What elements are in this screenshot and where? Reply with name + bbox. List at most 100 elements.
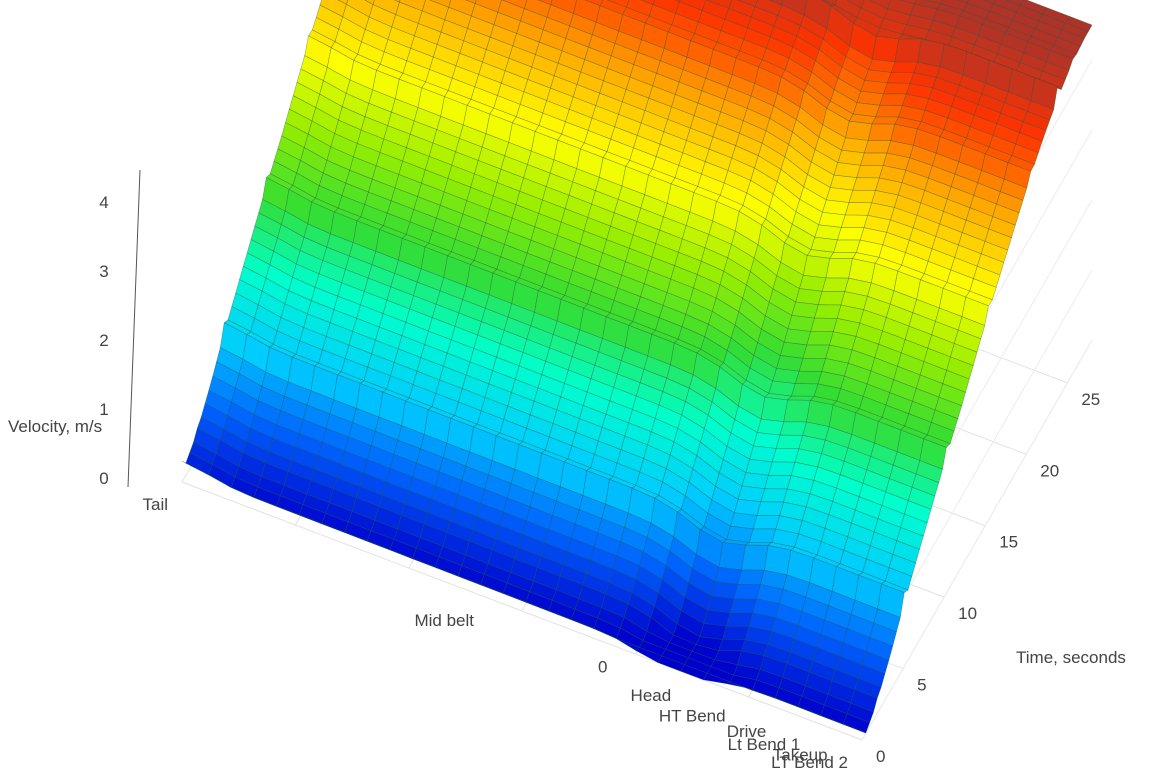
surface-cell	[848, 189, 876, 204]
surface-cell	[833, 239, 861, 253]
surface-cell	[779, 421, 807, 436]
surface-cell	[907, 486, 936, 510]
surface-cell	[1057, 29, 1085, 47]
surface-cell	[896, 527, 924, 550]
wall-gridline	[861, 339, 1093, 741]
surface-cell	[988, 216, 1016, 239]
axes: 0 1 2 3 4 0 5 10 15 20 25 Tail Mid belt Head HT BendDr…	[99, 169, 1100, 772]
surface-cell	[474, 0, 502, 13]
surface-cell	[781, 0, 808, 16]
surface-cell	[1049, 44, 1078, 60]
time-tick-label: 5	[917, 676, 926, 695]
z-axis-line	[127, 169, 141, 488]
surface-cell	[999, 178, 1028, 201]
surface-cell	[865, 637, 894, 661]
surface-cell	[956, 0, 970, 4]
surface-cell	[537, 0, 553, 6]
surface-cell	[837, 227, 865, 241]
surface-cell	[973, 265, 1001, 288]
surface-cell	[845, 120, 873, 141]
surface-cell	[679, 0, 707, 11]
surface-cell	[1061, 22, 1089, 39]
surface-cell	[756, 501, 784, 517]
surface-cell	[584, 0, 604, 7]
surface-cell	[846, 0, 865, 9]
surface-cell	[863, 140, 892, 154]
surface-cell	[904, 500, 932, 524]
z-tick-label: 3	[99, 262, 108, 281]
surface-cell	[894, 38, 922, 63]
time-tick-label: 25	[1081, 390, 1100, 409]
surface-cell	[850, 689, 878, 713]
surface-cell	[783, 399, 811, 423]
surface-cell	[760, 396, 789, 423]
surface-cell	[883, 82, 911, 95]
surface-cell	[922, 0, 943, 5]
surface-cell	[748, 528, 777, 543]
surface-cell	[718, 639, 746, 652]
surface-cell	[860, 152, 888, 166]
z-axis-title: Velocity, m/s	[8, 417, 102, 436]
time-tick-label: 10	[958, 604, 977, 623]
surface-cell	[1011, 143, 1039, 165]
surface-cell	[869, 622, 897, 647]
surface-cell	[705, 0, 733, 9]
surface-cell	[1026, 100, 1055, 121]
surface-cell	[673, 0, 681, 3]
surface-cell	[639, 0, 655, 6]
surface-cell	[786, 395, 815, 401]
surface-cell	[771, 448, 800, 463]
surface-cell	[867, 0, 892, 10]
surface-cell	[606, 0, 630, 8]
surface-cell	[733, 583, 761, 600]
surface-cell	[915, 460, 943, 484]
surface-cell	[722, 625, 750, 641]
surface-cell	[823, 0, 838, 6]
surface-cell	[763, 545, 792, 576]
belt-category-label: LT Bend 2	[771, 753, 848, 772]
surface-cell	[1022, 110, 1051, 131]
surface-cell	[802, 344, 830, 359]
surface-cell	[871, 35, 900, 63]
surface-cell	[856, 164, 884, 179]
surface-cell	[884, 567, 913, 591]
surface-cell	[1015, 132, 1043, 154]
surface-cell	[888, 553, 917, 577]
surface-cell	[900, 513, 928, 537]
surface-cell	[840, 214, 869, 229]
belt-tick-label: 0	[598, 658, 607, 677]
surface-cell	[821, 277, 850, 292]
belt-category-label: Lt Bend 1	[728, 735, 801, 754]
surface-cell	[714, 566, 743, 585]
surface-cell	[996, 191, 1024, 214]
surface-cell	[844, 202, 873, 216]
surface-cell	[886, 72, 915, 84]
z-tick-label: 0	[99, 469, 108, 488]
z-tick-label: 1	[99, 400, 108, 419]
surface-cell	[810, 317, 838, 333]
surface-cell	[393, 0, 401, 3]
surface-cell	[892, 540, 920, 564]
surface-cell	[725, 612, 754, 627]
surface-cell	[858, 664, 886, 688]
surface-cell	[764, 474, 792, 490]
z-tick-label: 2	[99, 331, 108, 350]
y-axis-title: Time, seconds	[1016, 648, 1126, 667]
surface-cell	[798, 357, 827, 372]
surface-cell	[871, 116, 899, 125]
surface-cell	[741, 544, 769, 571]
surface-cell	[1030, 77, 1058, 110]
surface-cell	[942, 369, 970, 393]
time-tick-label: 15	[999, 533, 1018, 552]
surface-cell	[760, 488, 788, 503]
surface-cell	[550, 0, 577, 15]
surface-cell	[814, 304, 842, 319]
surface-cell	[890, 61, 919, 74]
surface-cell	[718, 542, 746, 571]
surface-cell	[737, 569, 765, 585]
surface-cell	[817, 290, 846, 306]
surface-cell	[846, 702, 874, 723]
surface-cell	[710, 581, 739, 600]
surface-cell	[879, 93, 907, 106]
